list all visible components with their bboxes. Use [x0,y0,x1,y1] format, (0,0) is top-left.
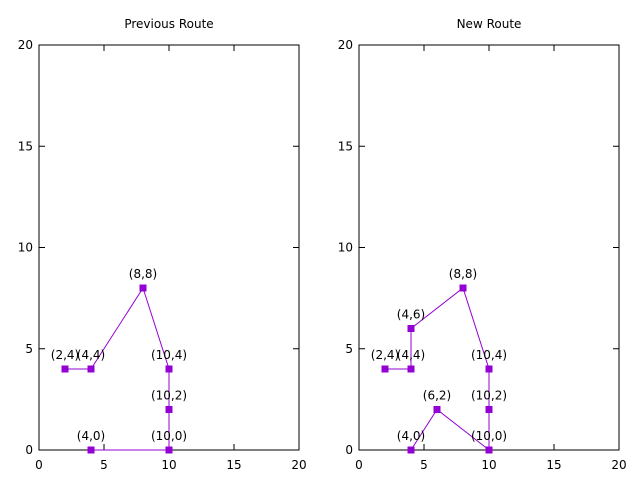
point-label: (4,4) [77,348,105,362]
x-tick-label: 5 [100,458,108,472]
point-label: (10,4) [151,348,187,362]
route-line [65,286,170,451]
route-point-marker [407,365,415,373]
x-tick-label: 0 [355,458,363,472]
point-label: (4,0) [77,429,105,443]
route-point-marker [485,406,493,413]
point-label: (10,2) [151,389,187,403]
x-tick-label: 0 [35,458,43,472]
point-label: (10,0) [151,429,187,443]
y-tick-label: 0 [345,443,353,457]
y-tick-label: 15 [18,139,33,153]
point-label: (2,4) [51,348,79,362]
y-tick-label: 15 [338,139,353,153]
point-label: (10,2) [471,389,507,403]
y-tick-label: 5 [25,342,33,356]
x-tick-label: 20 [291,458,306,472]
x-tick-label: 20 [611,458,626,472]
route-point-marker [165,365,173,373]
x-tick-label: 10 [161,458,176,472]
route-point-marker [139,284,147,292]
point-label: (2,4) [371,348,399,362]
chart-title: New Route [457,17,522,31]
point-label: (8,8) [449,267,477,281]
route-point-marker [61,365,69,373]
x-tick-label: 15 [546,458,561,472]
previous-route-panel: Previous Route 0 5 10 15 20 0 5 10 15 20 (10,0) (4,… [18,17,307,472]
route-point-marker [433,406,441,413]
point-label: (6,2) [423,389,451,403]
point-label: (10,0) [471,429,507,443]
route-point-marker [407,446,415,454]
y-tick-label: 5 [345,342,353,356]
point-label: (4,6) [397,308,425,322]
route-point-marker [485,365,493,373]
route-point-marker [165,406,173,413]
route-point-marker [459,284,467,292]
x-tick-label: 5 [420,458,428,472]
route-point-marker [165,446,173,454]
new-route-panel: New Route 0 5 10 15 20 0 5 10 15 20 (4,0) (6,2) (10,… [338,17,627,472]
route-point-marker [407,325,415,332]
y-tick-label: 20 [338,38,353,52]
point-label: (4,4) [397,348,425,362]
point-label: (8,8) [129,267,157,281]
route-point-marker [87,365,95,373]
point-label: (10,4) [471,348,507,362]
x-tick-label: 15 [226,458,241,472]
y-tick-label: 0 [25,443,33,457]
y-tick-label: 10 [18,241,33,255]
x-tick-label: 10 [481,458,496,472]
route-point-marker [87,446,95,454]
route-point-marker [485,446,493,454]
y-tick-label: 20 [18,38,33,52]
chart-title: Previous Route [124,17,213,31]
route-point-marker [381,365,389,373]
y-tick-label: 10 [338,241,353,255]
point-label: (4,0) [397,429,425,443]
